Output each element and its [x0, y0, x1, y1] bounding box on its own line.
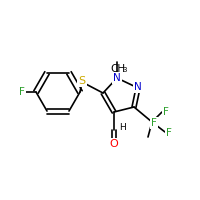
Text: S: S [78, 76, 86, 86]
Text: 3: 3 [123, 67, 127, 73]
Text: CH: CH [110, 64, 126, 74]
Text: F: F [151, 118, 157, 128]
Text: F: F [163, 107, 169, 117]
Text: N: N [113, 73, 121, 83]
Text: H: H [119, 123, 126, 132]
Text: F: F [166, 128, 172, 138]
Text: N: N [134, 82, 142, 92]
Text: F: F [19, 87, 25, 97]
Text: O: O [110, 139, 118, 149]
